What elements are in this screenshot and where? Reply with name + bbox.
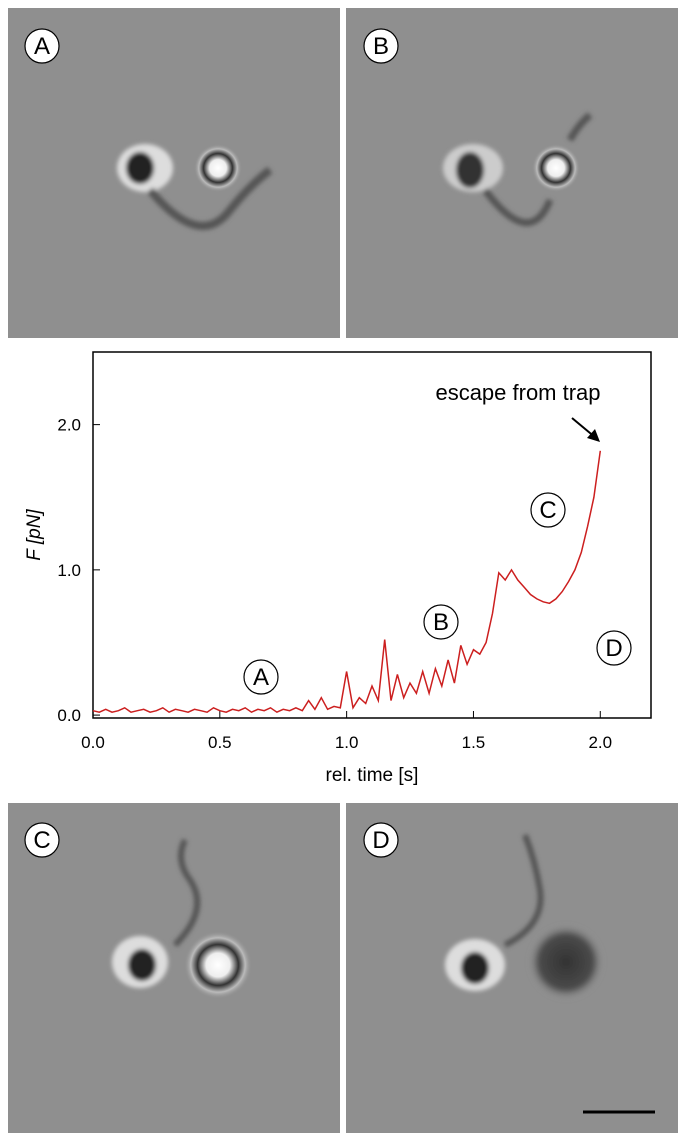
panel-label-circle xyxy=(24,822,60,858)
micrograph xyxy=(346,803,678,1133)
panel-label: B xyxy=(373,33,389,60)
micrograph xyxy=(8,8,340,338)
y-tick-label: 2.0 xyxy=(57,416,81,435)
phase-label-circle xyxy=(596,630,632,666)
annotation-arrowhead xyxy=(587,429,600,442)
x-tick-label: 1.5 xyxy=(462,733,486,752)
phase-label: B xyxy=(433,609,449,636)
phase-label-circle xyxy=(530,492,566,528)
panel-label-circle xyxy=(24,28,60,64)
phase-label-circle xyxy=(243,659,279,695)
panel-label-circle xyxy=(363,28,399,64)
y-tick-label: 1.0 xyxy=(57,561,81,580)
panel-label: C xyxy=(33,827,50,854)
phase-label: D xyxy=(605,635,622,662)
x-tick-label: 0.5 xyxy=(208,733,232,752)
micrograph xyxy=(346,8,678,338)
panel-label: A xyxy=(34,33,50,60)
x-tick-label: 0.0 xyxy=(81,733,105,752)
micrograph xyxy=(8,803,340,1133)
x-tick-label: 2.0 xyxy=(588,733,612,752)
phase-label: A xyxy=(253,664,269,691)
panel-label-circle xyxy=(363,822,399,858)
phase-label: C xyxy=(539,497,556,524)
y-tick-label: 0.0 xyxy=(57,706,81,725)
y-axis-label: F [pN] xyxy=(24,509,45,561)
data-line xyxy=(92,450,602,714)
x-axis-label: rel. time [s] xyxy=(326,765,419,786)
plot-frame xyxy=(92,351,652,719)
phase-label-circle xyxy=(423,604,459,640)
panel-label: D xyxy=(372,827,389,854)
x-tick-label: 1.0 xyxy=(335,733,359,752)
annotation: escape from trap xyxy=(435,380,600,405)
